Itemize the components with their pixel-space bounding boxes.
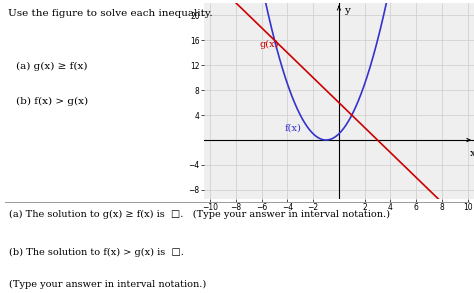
Text: Use the figure to solve each inequality.: Use the figure to solve each inequality. <box>8 9 212 18</box>
Text: (b) f(x) > g(x): (b) f(x) > g(x) <box>16 97 88 106</box>
Text: (b) The solution to f(x) > g(x) is  □.: (b) The solution to f(x) > g(x) is □. <box>9 248 184 257</box>
Text: (a) g(x) ≥ f(x): (a) g(x) ≥ f(x) <box>16 62 87 71</box>
Text: (a) The solution to g(x) ≥ f(x) is  □.   (Type your answer in interval notation.: (a) The solution to g(x) ≥ f(x) is □. (T… <box>9 209 391 219</box>
Text: y: y <box>344 6 350 15</box>
Text: (Type your answer in interval notation.): (Type your answer in interval notation.) <box>9 280 207 289</box>
Text: g(x): g(x) <box>259 40 279 49</box>
Text: x: x <box>470 149 474 159</box>
Text: f(x): f(x) <box>285 124 302 133</box>
